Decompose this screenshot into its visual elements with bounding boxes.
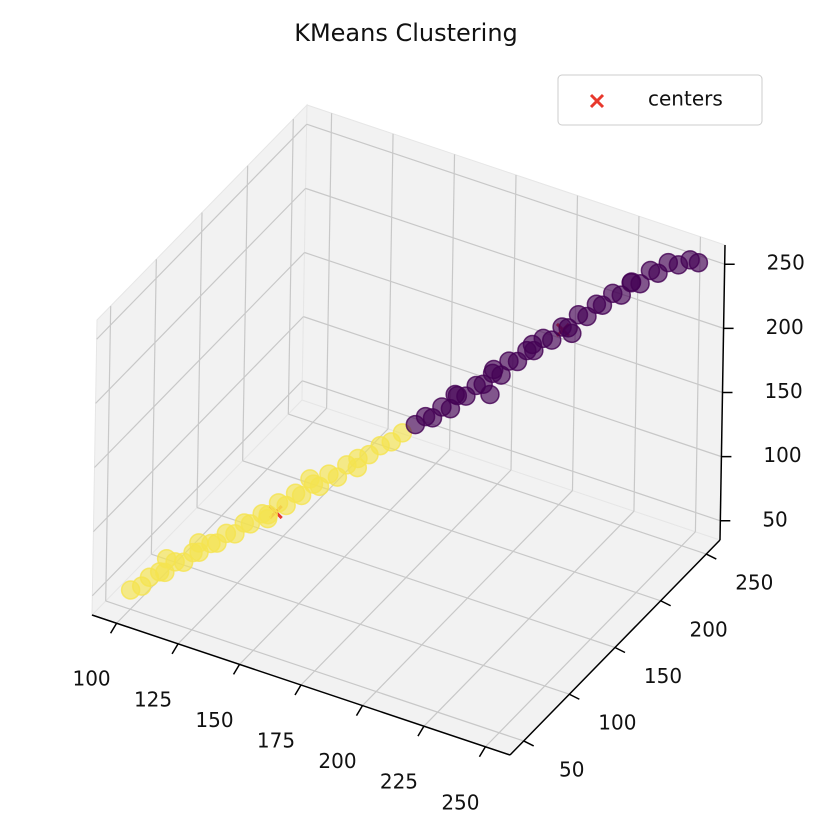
x-tick — [232, 664, 241, 675]
y-tick — [660, 600, 671, 607]
x-tick-label: 175 — [257, 729, 295, 753]
z-tick-label: 100 — [763, 443, 801, 467]
x-tick — [294, 684, 302, 696]
x-tick — [171, 643, 179, 655]
x-tick-label: 125 — [134, 687, 172, 711]
grid-line — [91, 380, 303, 597]
point — [445, 384, 465, 405]
axes: 100 125 150 175 200 225 250 50 100 150 200 250 50 100… — [72, 244, 805, 814]
y-tick — [523, 740, 535, 747]
grid-line — [95, 187, 307, 404]
y-tick-label: 200 — [690, 617, 728, 641]
y-axis — [509, 539, 721, 756]
y-tick — [705, 553, 717, 560]
grid-line — [94, 252, 305, 468]
y-tick-label: 150 — [644, 664, 682, 688]
z-tick-label: 50 — [762, 507, 787, 531]
z-axis — [719, 244, 726, 541]
grid-line — [303, 316, 722, 458]
point — [156, 549, 177, 569]
grid-line — [306, 123, 725, 265]
point — [562, 323, 582, 344]
x-tick-label: 200 — [318, 749, 356, 773]
point — [542, 330, 562, 350]
grid-line — [304, 251, 723, 394]
legend-marker — [589, 93, 605, 109]
y-tick — [569, 693, 580, 700]
x-tick — [478, 746, 487, 758]
y-tick — [614, 646, 626, 654]
point — [291, 485, 312, 506]
x-tick-label: 100 — [72, 667, 110, 691]
x-tick-label: 250 — [441, 790, 479, 814]
x-tick — [355, 705, 364, 716]
x-axis — [91, 614, 511, 756]
grid-line — [302, 380, 721, 522]
grid-line — [196, 506, 616, 649]
point — [189, 533, 209, 553]
point — [621, 273, 641, 293]
y-tick-label: 100 — [598, 711, 636, 735]
z-tick-label: 200 — [766, 315, 804, 339]
grid-line — [151, 553, 570, 695]
points — [120, 250, 709, 600]
point — [484, 359, 504, 380]
grid-line — [305, 187, 724, 329]
point — [480, 384, 500, 405]
point — [522, 334, 543, 355]
z-tick-label: 150 — [765, 379, 803, 403]
legend: centers — [557, 74, 763, 126]
x-tick — [109, 622, 118, 634]
grid-line — [105, 600, 524, 742]
x-tick — [417, 725, 425, 737]
x-tick-label: 225 — [380, 770, 418, 794]
x-tick-label: 150 — [195, 708, 233, 732]
point — [688, 252, 709, 273]
y-tick-label: 250 — [735, 571, 773, 595]
y-tick-label: 50 — [559, 757, 584, 781]
legend-label: centers — [648, 87, 723, 111]
z-tick-label: 250 — [767, 251, 805, 275]
grid-line — [96, 123, 308, 340]
point — [300, 469, 320, 489]
legend-box — [557, 74, 763, 126]
point — [347, 457, 368, 478]
grid-line — [92, 316, 304, 533]
chart-title: KMeans Clustering — [294, 19, 518, 47]
grid-line — [288, 413, 707, 555]
point — [257, 508, 278, 529]
